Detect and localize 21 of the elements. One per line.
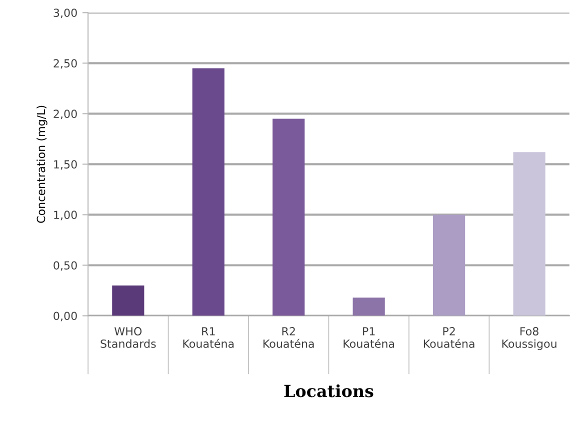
bar xyxy=(433,214,466,316)
y-tick-label: 2,00 xyxy=(54,110,77,120)
x-axis-title: Locations xyxy=(284,384,374,398)
y-tick-label: 1,50 xyxy=(54,160,77,170)
x-tick-label: P1 Kouaténa xyxy=(344,327,394,348)
x-tick-label: P2 Kouaténa xyxy=(424,327,474,348)
bar xyxy=(513,152,546,316)
bar xyxy=(192,68,224,316)
y-tick-label: 1,00 xyxy=(54,210,77,220)
y-axis-title: Concentration (mg/L) xyxy=(36,106,48,223)
bar xyxy=(352,298,385,316)
y-tick-label: 0,50 xyxy=(54,261,77,271)
y-tick-label: 0,00 xyxy=(54,312,77,322)
bar xyxy=(112,285,144,316)
y-tick-label: 3,00 xyxy=(54,8,77,18)
x-tick-label: WHO Standards xyxy=(100,327,156,348)
y-tick-label: 2,50 xyxy=(54,59,77,69)
x-tick-label: R1 Kouaténa xyxy=(183,327,234,348)
x-tick-label: Fo8 Koussigou xyxy=(502,327,556,350)
x-tick-label: R2 Kouaténa xyxy=(263,327,314,348)
bar xyxy=(272,118,305,316)
